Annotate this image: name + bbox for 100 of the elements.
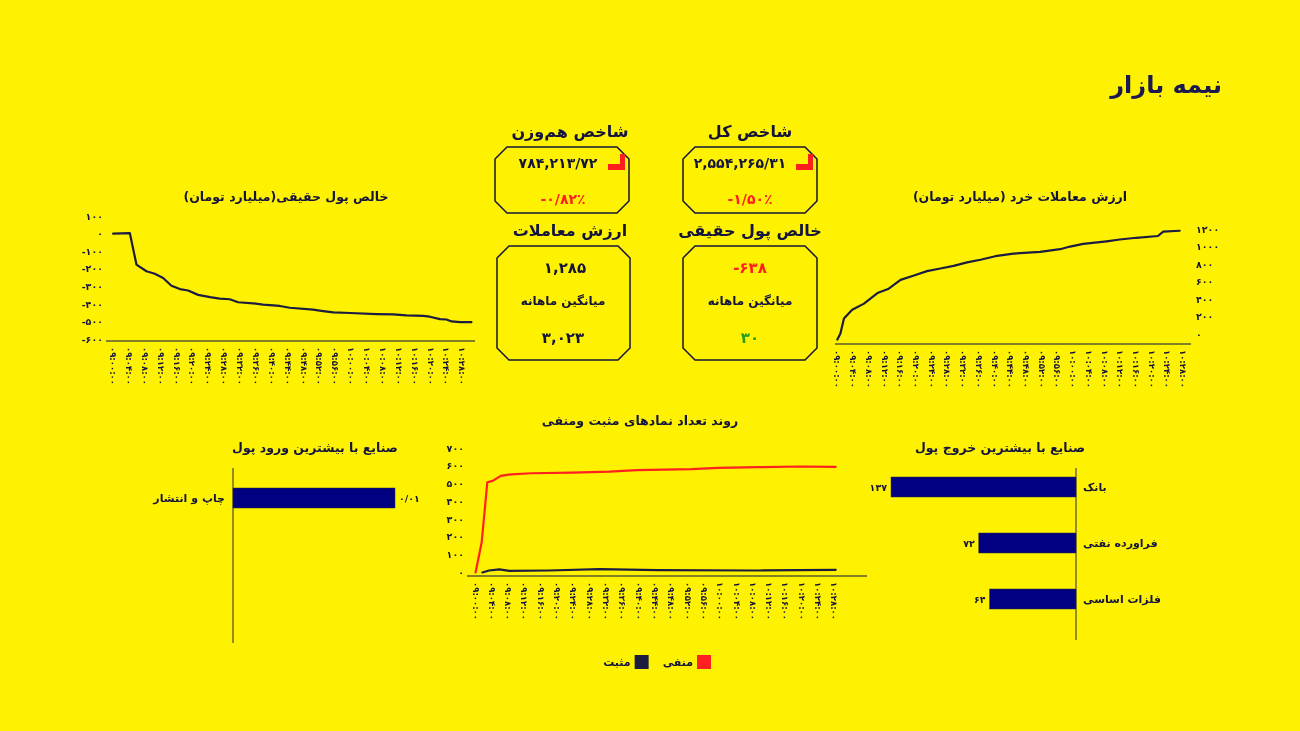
- y-tick-label: ۱۰۰۰: [1196, 241, 1220, 253]
- y-tick-label: ۰: [458, 566, 464, 578]
- data-label: ۷۲: [963, 537, 975, 549]
- x-tick-label: ۰۹:۵۶:۰۰: [1052, 350, 1063, 388]
- x-tick-label: ۰۹:۴۴:۰۰: [1005, 350, 1016, 388]
- y-tick-label: ۷۰۰: [446, 442, 464, 454]
- x-tick-label: ۱۰:۲۰:۰۰: [796, 582, 807, 620]
- x-tick-label: ۱۰:۲۴:۰۰: [1162, 350, 1173, 388]
- x-tick-label: ۰۹:۳۲:۰۰: [235, 347, 246, 385]
- x-tick-label: ۰۹:۰۸:۰۰: [863, 350, 874, 388]
- x-tick-label: ۰۹:۳۲:۰۰: [601, 582, 612, 620]
- chart-title: خالص پول حقیقی(میلیارد تومان): [183, 188, 389, 204]
- y-tick-label: ۰: [97, 228, 103, 240]
- x-tick-label: ۱۰:۲۸:۰۰: [829, 582, 840, 620]
- x-tick-label: ۱۰:۰۴:۰۰: [731, 582, 742, 620]
- x-tick-label: ۱۰:۲۸:۰۰: [1178, 350, 1189, 388]
- y-tick-label: -۱۰۰: [81, 245, 103, 257]
- x-tick-label: ۰۹:۲۸:۰۰: [584, 582, 595, 620]
- x-tick-label: ۱۰:۲۴:۰۰: [441, 347, 452, 385]
- text: میانگین ماهانه: [520, 294, 606, 308]
- y-tick-label: ۲۰۰: [1196, 311, 1214, 323]
- chart-title: صنایع با بیشترین خروج پول: [914, 439, 1086, 455]
- y-tick-label: ۶۰۰: [1196, 276, 1214, 288]
- x-tick-label: ۰۹:۰۴:۰۰: [124, 347, 135, 385]
- y-tick-label: ۶۰۰: [446, 460, 464, 472]
- x-tick-label: ۰۹:۱۶:۰۰: [171, 347, 182, 385]
- x-tick-label: ۱۰:۱۶:۰۰: [409, 347, 420, 385]
- x-tick-label: ۰۹:۱۲:۰۰: [155, 347, 166, 385]
- y-tick-label: فلزات اساسی: [1083, 592, 1161, 606]
- y-tick-label: -۲۰۰: [81, 263, 103, 275]
- x-tick-label: ۰۹:۰۴:۰۰: [486, 582, 497, 620]
- text: ارزش معاملات: [512, 220, 628, 240]
- x-tick-label: ۰۹:۳۶:۰۰: [250, 347, 261, 385]
- x-tick-label: ۰۹:۴۸:۰۰: [666, 582, 677, 620]
- legend-label: مثبت: [603, 655, 631, 669]
- line-series: [836, 229, 1181, 341]
- text: ۲,۵۵۴,۲۶۵/۳۱: [693, 155, 787, 171]
- x-tick-label: ۱۰:۱۲:۰۰: [393, 347, 404, 385]
- y-tick-label: چاپ و انتشار: [152, 491, 225, 505]
- x-tick-label: ۱۰:۲۰:۰۰: [425, 347, 436, 385]
- text: خالص پول حقیقی: [678, 220, 822, 241]
- x-tick-label: ۰۹:۵۲:۰۰: [682, 582, 693, 620]
- x-tick-label: ۰۹:۴۰:۰۰: [266, 347, 277, 385]
- text: -۶۳۸: [733, 259, 767, 277]
- x-tick-label: ۱۰:۲۸:۰۰: [457, 347, 468, 385]
- x-tick-label: ۰۹:۰۰:۰۰: [470, 582, 481, 620]
- y-tick-label: ۰: [1196, 328, 1202, 340]
- y-tick-label: ۴۰۰: [1196, 293, 1214, 305]
- y-tick-label: ۳۰۰: [446, 513, 464, 525]
- x-tick-label: ۱۰:۲۰:۰۰: [1146, 350, 1157, 388]
- data-label: ۶۴: [973, 593, 986, 605]
- x-tick-label: ۰۹:۳۶:۰۰: [973, 350, 984, 388]
- y-tick-label: ۸۰۰: [1196, 258, 1214, 270]
- chart-title: صنایع با بیشترین ورود پول: [232, 439, 398, 455]
- x-tick-label: ۰۹:۲۰:۰۰: [187, 347, 198, 385]
- y-tick-label: ۱۲۰۰: [1196, 223, 1220, 235]
- x-tick-label: ۰۹:۰۸:۰۰: [139, 347, 150, 385]
- x-tick-label: ۰۹:۴۰:۰۰: [633, 582, 644, 620]
- y-tick-label: -۴۰۰: [81, 298, 103, 310]
- x-tick-label: ۰۹:۱۲:۰۰: [519, 582, 530, 620]
- y-tick-label: ۴۰۰: [446, 495, 464, 507]
- x-tick-label: ۱۰:۰۸:۰۰: [377, 347, 388, 385]
- x-tick-label: ۰۹:۴۴:۰۰: [282, 347, 293, 385]
- line-series: [112, 231, 473, 324]
- x-tick-label: ۰۹:۲۸:۰۰: [942, 350, 953, 388]
- chart-title: ارزش معاملات خرد (میلیارد تومان): [912, 188, 1128, 204]
- x-tick-label: ۱۰:۰۴:۰۰: [1083, 350, 1094, 388]
- y-tick-label: ۱۰۰: [85, 210, 103, 222]
- y-tick-label: -۵۰۰: [81, 316, 103, 328]
- y-tick-label: ۱۰۰: [446, 549, 464, 561]
- x-tick-label: ۰۹:۳۶:۰۰: [617, 582, 628, 620]
- x-tick-label: ۰۹:۵۶:۰۰: [330, 347, 341, 385]
- x-tick-label: ۰۹:۴۸:۰۰: [298, 347, 309, 385]
- x-tick-label: ۰۹:۲۸:۰۰: [219, 347, 230, 385]
- x-tick-label: ۱۰:۱۶:۰۰: [1131, 350, 1141, 388]
- x-tick-label: ۱۰:۰۰:۰۰: [1068, 350, 1079, 388]
- text: ۷۸۴,۲۱۳/۷۲: [518, 155, 598, 171]
- line-series: [474, 465, 837, 574]
- data-label: ۱۳۷: [869, 481, 888, 493]
- x-tick-label: ۰۹:۵۲:۰۰: [1036, 350, 1047, 388]
- text: شاخص کل: [707, 121, 793, 141]
- x-tick-label: ۰۹:۲۴:۰۰: [203, 347, 214, 385]
- x-tick-label: ۰۹:۴۸:۰۰: [1020, 350, 1031, 388]
- y-tick-label: ۲۰۰: [446, 531, 464, 543]
- legend-label: منفی: [662, 655, 693, 669]
- x-tick-label: ۰۹:۱۶:۰۰: [895, 350, 906, 388]
- x-tick-label: ۱۰:۰۸:۰۰: [747, 582, 758, 620]
- x-tick-label: ۰۹:۲۰:۰۰: [910, 350, 921, 388]
- y-tick-label: فراورده نفتی: [1083, 536, 1158, 550]
- x-tick-label: ۰۹:۴۰:۰۰: [989, 350, 1000, 388]
- x-tick-label: ۰۹:۰۰:۰۰: [832, 350, 843, 388]
- x-tick-label: ۰۹:۲۴:۰۰: [926, 350, 937, 388]
- data-label: ۰/۰۱: [399, 492, 420, 504]
- text: -۱/۵۰٪: [727, 191, 773, 207]
- x-tick-label: ۰۹:۵۲:۰۰: [314, 347, 325, 385]
- x-tick-label: ۰۹:۰۴:۰۰: [848, 350, 859, 388]
- x-tick-label: ۰۹:۵۶:۰۰: [698, 582, 709, 620]
- text: شاخص هم‌وزن: [511, 121, 629, 141]
- x-tick-label: ۱۰:۱۶:۰۰: [780, 582, 791, 620]
- text: ۳,۰۲۳: [541, 329, 585, 347]
